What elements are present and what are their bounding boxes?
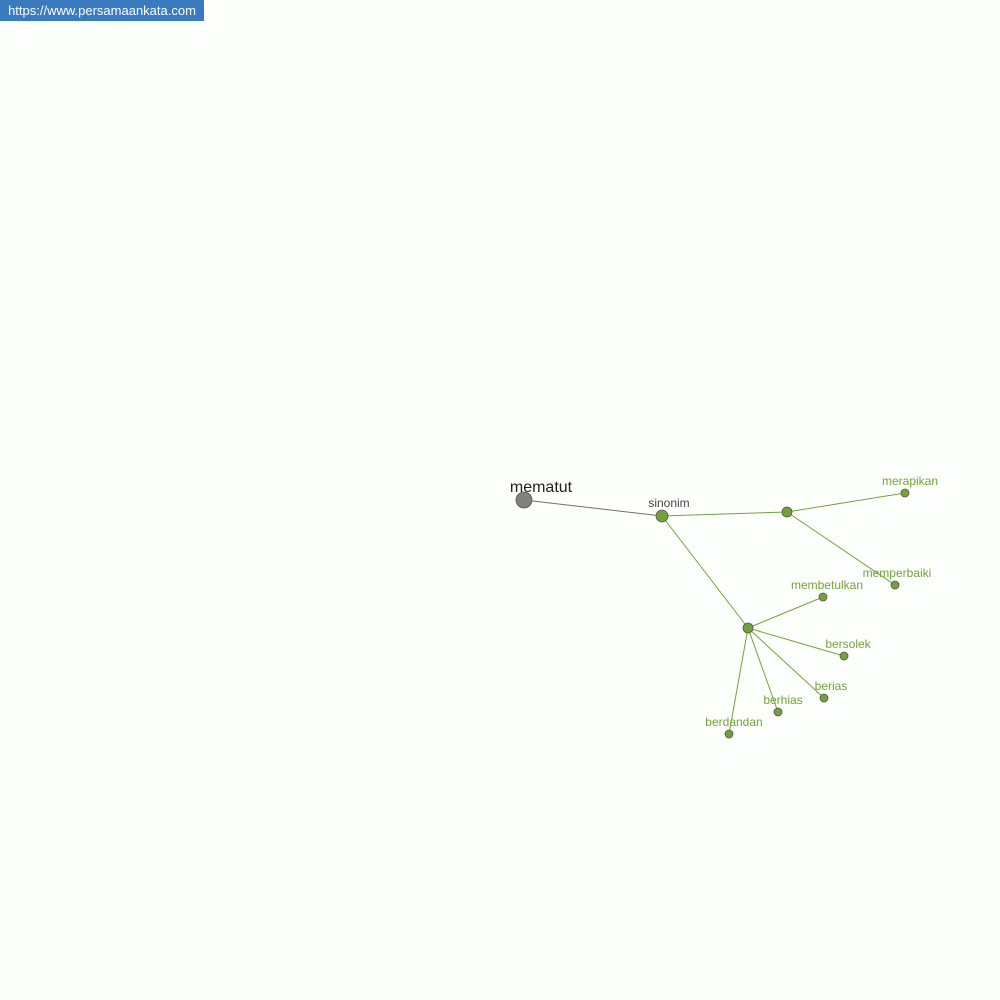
edge-group-word: [786, 511, 896, 586]
edge-relation-group: [661, 511, 788, 517]
word-label[interactable]: membetulkan: [791, 578, 863, 592]
word-node: [818, 592, 828, 602]
word-node: [724, 729, 734, 739]
relation-node: [655, 509, 669, 523]
edge-group-word: [747, 627, 779, 713]
edge-relation-group: [661, 515, 749, 629]
word-label[interactable]: memperbaiki: [863, 566, 932, 580]
word-label[interactable]: berdandan: [705, 715, 762, 729]
relation-label[interactable]: sinonim: [648, 496, 689, 510]
edge-group-word: [728, 627, 749, 735]
edge-group-word: [747, 627, 845, 657]
edge-group-word: [786, 492, 906, 513]
word-node: [819, 693, 829, 703]
word-label[interactable]: merapikan: [882, 474, 938, 488]
word-node: [839, 651, 849, 661]
edge-group-word: [747, 627, 825, 699]
word-label[interactable]: bersolek: [825, 637, 871, 651]
word-node: [890, 580, 900, 590]
word-node: [773, 707, 783, 717]
root-node: [515, 491, 533, 509]
group-node: [742, 622, 754, 634]
word-label[interactable]: berias: [815, 679, 848, 693]
root-label[interactable]: mematut: [510, 479, 573, 496]
word-node: [900, 488, 910, 498]
word-label[interactable]: berhias: [763, 693, 802, 707]
site-url-badge[interactable]: https://www.persamaankata.com: [0, 0, 204, 21]
edge-group-word: [747, 596, 824, 629]
group-node: [781, 506, 793, 518]
edge-root-relation: [523, 499, 663, 517]
